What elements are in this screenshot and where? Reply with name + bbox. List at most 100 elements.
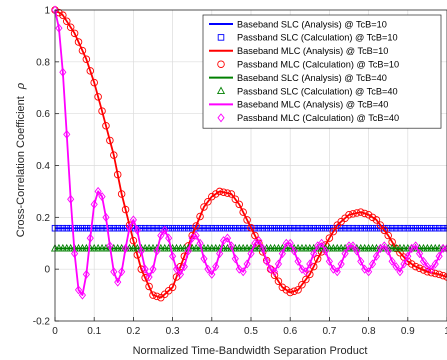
data-point (102, 122, 110, 130)
data-point (113, 243, 122, 252)
data-point (353, 224, 361, 232)
series-8 (51, 5, 447, 300)
data-point (196, 212, 204, 221)
data-point (63, 129, 71, 139)
legend-label: Passband SLC (Calculation) @ TcB=10 (237, 33, 398, 43)
data-point (306, 259, 314, 269)
data-point (318, 224, 325, 232)
series-layer (50, 5, 447, 302)
data-point (368, 213, 377, 222)
data-point (90, 243, 99, 252)
data-point (82, 243, 91, 252)
data-point (364, 243, 373, 252)
data-point (106, 136, 114, 145)
data-point (66, 23, 75, 32)
legend-label: Baseband MLC (Analysis) @ TcB=10 (237, 46, 388, 56)
data-point (169, 224, 176, 232)
data-point (396, 249, 404, 257)
data-point (235, 200, 243, 209)
x-tick-label: 0.6 (283, 326, 297, 337)
data-point (75, 224, 82, 232)
data-point (435, 270, 443, 279)
data-point (239, 243, 248, 252)
data-point (243, 216, 251, 224)
data-point (270, 267, 279, 277)
data-point (141, 274, 149, 282)
data-point (63, 224, 71, 232)
data-point (235, 264, 243, 274)
data-point (63, 17, 71, 25)
data-point (333, 243, 342, 252)
data-point (423, 243, 432, 252)
x-tick-label: 0.1 (87, 326, 101, 337)
data-point (310, 224, 317, 232)
data-point (211, 243, 220, 252)
y-tick-label: 1 (44, 6, 50, 17)
data-point (294, 224, 302, 232)
data-point (149, 224, 157, 232)
data-point (67, 194, 75, 204)
data-point (263, 256, 271, 266)
legend-item: Baseband MLC (Analysis) @ TcB=10 (209, 46, 388, 56)
legend-label: Baseband SLC (Analysis) @ TcB=40 (237, 73, 387, 83)
data-point (176, 243, 185, 252)
legend-item: Baseband MLC (Analysis) @ TcB=40 (209, 100, 388, 110)
data-point (298, 280, 306, 289)
data-point (196, 224, 204, 232)
data-point (345, 210, 353, 219)
data-point (181, 224, 188, 232)
data-point (176, 269, 185, 279)
data-point (54, 243, 63, 252)
data-point (94, 93, 102, 101)
data-point (156, 243, 165, 252)
data-point (267, 264, 275, 274)
data-point (408, 224, 415, 232)
series-line (54, 9, 447, 299)
data-point (329, 264, 337, 274)
series-line (54, 9, 447, 296)
data-point (168, 283, 177, 292)
data-point (384, 231, 392, 240)
data-point (86, 233, 94, 243)
data-point (223, 233, 232, 243)
data-point (360, 209, 369, 218)
data-point (259, 224, 267, 232)
data-point (161, 225, 169, 235)
y-tick-label: 0.6 (36, 109, 50, 120)
data-point (309, 243, 318, 252)
x-tick-label: 0.7 (322, 326, 336, 337)
data-point (427, 243, 436, 252)
data-point (388, 224, 396, 232)
data-point (325, 256, 333, 266)
x-tick-label: 0.3 (166, 326, 180, 337)
data-point (407, 260, 416, 268)
data-point (110, 151, 118, 159)
data-point (349, 241, 357, 251)
data-point (74, 285, 83, 295)
legend: Baseband SLC (Analysis) @ TcB=10 Passband… (202, 14, 442, 129)
data-point (431, 224, 439, 232)
data-point (184, 246, 192, 256)
data-point (94, 224, 102, 232)
data-point (231, 195, 240, 203)
data-point (341, 224, 349, 232)
data-point (361, 224, 368, 232)
legend-swatch-marker (217, 113, 225, 123)
data-point (314, 224, 321, 232)
data-point (239, 208, 247, 216)
data-point (337, 259, 345, 269)
x-axis-title: Normalized Time-Bandwidth Separation Pro… (133, 345, 368, 357)
data-point (388, 243, 397, 252)
data-point (247, 249, 255, 259)
data-point (369, 224, 376, 232)
data-point (349, 210, 357, 218)
data-point (137, 246, 145, 256)
data-point (235, 243, 244, 252)
data-point (278, 249, 286, 259)
data-point (416, 224, 423, 232)
data-point (419, 256, 428, 266)
data-point (376, 221, 385, 229)
data-point (247, 223, 255, 232)
data-point (157, 230, 165, 241)
